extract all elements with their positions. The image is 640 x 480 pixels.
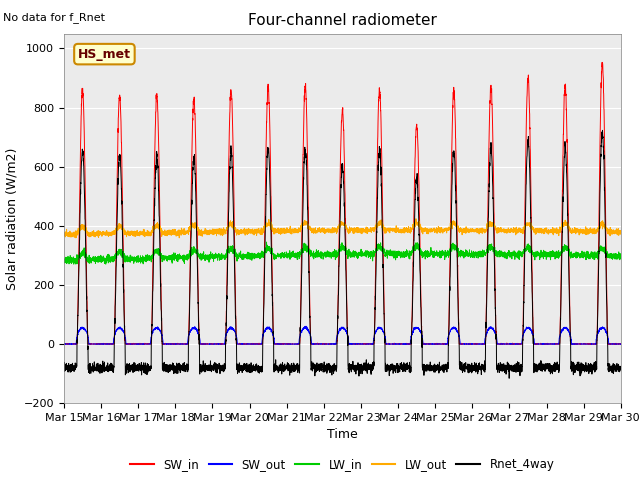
Rnet_4way — [598, 128, 606, 133]
SW_in — [436, 341, 444, 347]
LW_out — [617, 229, 625, 235]
Y-axis label: Solar radiation (W/m2): Solar radiation (W/m2) — [5, 147, 18, 289]
LW_in — [468, 252, 476, 257]
Rnet_4way — [506, 375, 513, 381]
Rnet_4way — [616, 363, 624, 369]
Rnet_4way — [467, 367, 475, 373]
SW_out — [60, 341, 68, 347]
SW_out — [499, 341, 507, 347]
SW_out — [302, 324, 310, 329]
SW_out — [616, 341, 624, 347]
SW_in — [161, 341, 168, 347]
LW_in — [499, 254, 507, 260]
LW_out — [60, 231, 68, 237]
SW_in — [499, 341, 507, 347]
SW_in — [616, 341, 624, 347]
LW_out — [616, 228, 624, 234]
LW_in — [60, 257, 68, 263]
Text: HS_met: HS_met — [78, 48, 131, 60]
Text: No data for f_Rnet: No data for f_Rnet — [3, 12, 105, 23]
SW_out — [617, 341, 625, 347]
Line: SW_in: SW_in — [64, 62, 621, 344]
SW_out — [436, 341, 444, 347]
Line: LW_in: LW_in — [64, 242, 621, 264]
LW_in — [322, 253, 330, 259]
Rnet_4way — [436, 365, 444, 371]
LW_out — [160, 231, 168, 237]
LW_in — [616, 251, 624, 256]
LW_out — [468, 229, 476, 235]
SW_in — [617, 341, 625, 347]
X-axis label: Time: Time — [327, 429, 358, 442]
SW_out — [322, 341, 330, 347]
Rnet_4way — [60, 364, 68, 370]
SW_in — [60, 341, 68, 347]
LW_in — [262, 239, 270, 245]
LW_out — [436, 230, 444, 236]
Line: SW_out: SW_out — [64, 326, 621, 344]
Title: Four-channel radiometer: Four-channel radiometer — [248, 13, 437, 28]
SW_in — [598, 60, 606, 65]
SW_out — [467, 341, 475, 347]
SW_in — [322, 341, 330, 347]
LW_in — [70, 261, 77, 267]
LW_in — [436, 252, 444, 257]
LW_out — [499, 228, 507, 234]
Rnet_4way — [499, 368, 506, 374]
LW_out — [175, 235, 183, 241]
SW_out — [160, 341, 168, 347]
Line: LW_out: LW_out — [64, 219, 621, 238]
Rnet_4way — [160, 368, 168, 374]
Rnet_4way — [617, 365, 625, 371]
LW_in — [617, 256, 625, 262]
Rnet_4way — [322, 365, 330, 371]
LW_in — [161, 257, 168, 263]
LW_out — [322, 227, 330, 233]
Line: Rnet_4way: Rnet_4way — [64, 131, 621, 378]
Legend: SW_in, SW_out, LW_in, LW_out, Rnet_4way: SW_in, SW_out, LW_in, LW_out, Rnet_4way — [125, 454, 559, 476]
SW_in — [467, 341, 475, 347]
SW_in — [60, 341, 68, 347]
LW_out — [412, 216, 420, 222]
